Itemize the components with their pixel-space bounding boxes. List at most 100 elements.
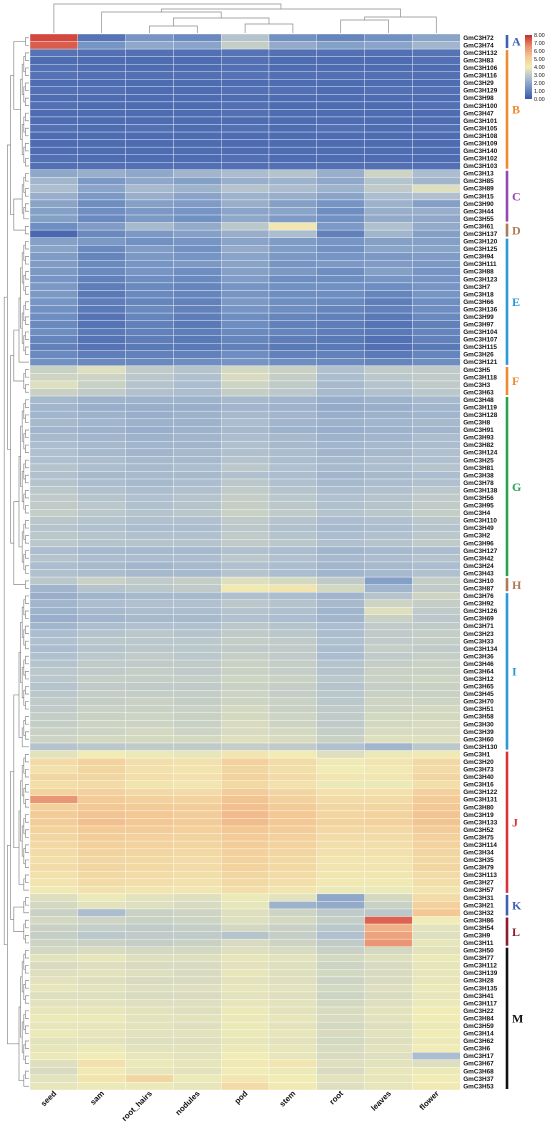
heatmap-cell bbox=[29, 614, 78, 623]
heatmap-cell bbox=[364, 591, 413, 600]
heatmap-cell bbox=[268, 380, 317, 389]
heatmap-cell bbox=[221, 101, 270, 110]
heatmap-cell bbox=[316, 184, 365, 193]
heatmap-cell bbox=[316, 637, 365, 646]
heatmap-cell bbox=[221, 1044, 270, 1053]
heatmap-cell bbox=[125, 803, 174, 812]
column-label: sam bbox=[88, 1089, 106, 1107]
heatmap-cell bbox=[268, 923, 317, 932]
dendrogram-branch bbox=[161, 8, 401, 17]
heatmap-cell bbox=[77, 237, 126, 246]
heatmap-cell bbox=[268, 682, 317, 691]
heatmap-cell bbox=[77, 192, 126, 201]
heatmap-cell bbox=[221, 441, 270, 450]
heatmap-cell bbox=[77, 1052, 126, 1061]
heatmap-cell bbox=[221, 961, 270, 970]
group-label: B bbox=[512, 103, 520, 117]
heatmap-cell bbox=[364, 509, 413, 517]
heatmap-cell bbox=[268, 418, 317, 427]
heatmap-cell bbox=[364, 954, 413, 962]
dendrogram-branch bbox=[25, 286, 29, 295]
group-label: L bbox=[512, 925, 520, 939]
heatmap-cell bbox=[364, 810, 413, 819]
heatmap-cell bbox=[364, 101, 413, 110]
heatmap-cell bbox=[173, 493, 222, 502]
heatmap-cell bbox=[173, 94, 222, 103]
heatmap-cell bbox=[29, 705, 78, 714]
heatmap-cell bbox=[316, 984, 365, 993]
heatmap-cell bbox=[364, 139, 413, 148]
heatmap-cell bbox=[364, 848, 413, 857]
heatmap-cell bbox=[268, 667, 317, 676]
heatmap-cell bbox=[125, 946, 174, 955]
heatmap-cell bbox=[125, 976, 174, 985]
heatmap-cell bbox=[268, 305, 317, 314]
heatmap-cell bbox=[268, 433, 317, 442]
heatmap-cell bbox=[364, 674, 413, 683]
heatmap-cell bbox=[268, 403, 317, 412]
heatmap-cell bbox=[77, 848, 126, 857]
heatmap-cell bbox=[221, 63, 270, 72]
heatmap-cell bbox=[221, 750, 270, 759]
heatmap-cell bbox=[125, 863, 174, 872]
heatmap-cell bbox=[316, 33, 365, 42]
heatmap-cell bbox=[29, 1029, 78, 1038]
heatmap-cell bbox=[364, 320, 413, 329]
heatmap-cell bbox=[412, 652, 461, 661]
heatmap-cell bbox=[316, 999, 365, 1008]
heatmap-cell bbox=[316, 961, 365, 970]
row-label: GmC3H110 bbox=[463, 518, 497, 525]
heatmap-cell bbox=[125, 637, 174, 646]
heatmap-cell bbox=[77, 788, 126, 797]
heatmap-cell bbox=[364, 901, 413, 910]
heatmap-cell bbox=[221, 426, 270, 434]
heatmap-cell bbox=[77, 946, 126, 955]
heatmap-cell bbox=[221, 765, 270, 774]
heatmap-cell bbox=[316, 554, 365, 563]
row-label: GmC3H42 bbox=[463, 555, 494, 562]
heatmap-cell bbox=[173, 56, 222, 65]
heatmap-cell bbox=[29, 644, 78, 653]
heatmap-cell bbox=[221, 991, 270, 1000]
heatmap-cell bbox=[364, 893, 413, 902]
heatmap-cell bbox=[412, 282, 461, 291]
heatmap-cell bbox=[125, 765, 174, 774]
heatmap-cell bbox=[173, 735, 222, 744]
row-label: GmC3H122 bbox=[463, 789, 498, 796]
heatmap-cell bbox=[268, 871, 317, 879]
column-label: root_hairs bbox=[120, 1089, 154, 1123]
heatmap-cell bbox=[125, 320, 174, 329]
heatmap-cell bbox=[173, 810, 222, 819]
heatmap-cell bbox=[268, 388, 317, 397]
heatmap-cell bbox=[412, 478, 461, 487]
heatmap-cell bbox=[412, 659, 461, 668]
heatmap-cell bbox=[77, 335, 126, 344]
heatmap-cell bbox=[412, 463, 461, 472]
heatmap-cell bbox=[316, 976, 365, 985]
heatmap-cell bbox=[412, 757, 461, 766]
heatmap-cell bbox=[221, 1067, 270, 1076]
heatmap-cell bbox=[29, 1014, 78, 1023]
heatmap-cell bbox=[77, 320, 126, 329]
heatmap-cell bbox=[316, 245, 365, 253]
heatmap-cell bbox=[316, 320, 365, 329]
heatmap-cell bbox=[364, 727, 413, 736]
dendrogram-branch bbox=[25, 505, 29, 514]
row-label: GmC3H2 bbox=[463, 533, 490, 540]
heatmap-cell bbox=[268, 290, 317, 299]
heatmap-cell bbox=[412, 584, 461, 593]
heatmap-cell bbox=[412, 969, 461, 978]
heatmap-cell bbox=[412, 56, 461, 65]
heatmap-cell bbox=[316, 795, 365, 804]
heatmap-cell bbox=[316, 365, 365, 374]
heatmap-cell bbox=[173, 825, 222, 834]
heatmap-cell bbox=[221, 373, 270, 382]
heatmap-cell bbox=[221, 463, 270, 472]
heatmap-cell bbox=[125, 456, 174, 465]
heatmap-cell bbox=[221, 71, 270, 80]
heatmap-cell bbox=[221, 162, 270, 170]
row-label: GmC3H47 bbox=[463, 110, 494, 117]
heatmap-cell bbox=[268, 1067, 317, 1076]
legend-tick-label: 5.00 bbox=[534, 57, 545, 63]
heatmap-cell bbox=[364, 71, 413, 80]
